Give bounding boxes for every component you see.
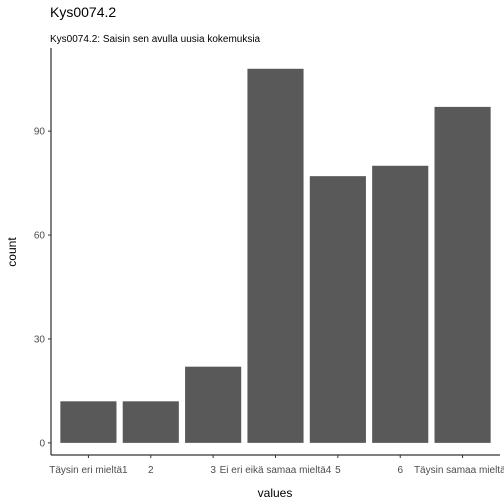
x-tick-label: 6 [397, 465, 403, 476]
x-tick-label: 5 [335, 465, 341, 476]
bar-6 [372, 165, 429, 443]
bar-1 [60, 401, 117, 443]
x-tick-label: 2 [148, 465, 154, 476]
x-tick-label: Täysin samaa mieltä7 [414, 465, 504, 476]
bar-4 [247, 68, 304, 443]
bars-group [60, 68, 491, 443]
y-tick-label: 90 [34, 127, 46, 138]
chart-subtitle: Kys0074.2: Saisin sen avulla uusia kokem… [50, 34, 261, 45]
y-tick-label: 30 [34, 334, 46, 345]
x-tick-label: 3 [210, 465, 216, 476]
bar-5 [309, 176, 366, 443]
bar-7 [434, 106, 491, 443]
bar-2 [122, 401, 179, 443]
x-axis-label: values [258, 486, 293, 500]
y-tick-label: 60 [34, 231, 46, 242]
chart-title: Kys0074.2 [50, 4, 116, 20]
x-ticks-group: Täysin eri mieltä1 2 3 Ei eri eikä samaa mi… [49, 455, 504, 476]
bar-3 [185, 366, 242, 443]
y-ticks-group: 0 30 60 90 [34, 127, 51, 449]
y-tick-label: 0 [39, 438, 45, 449]
x-tick-label: Täysin eri mieltä1 [49, 465, 128, 476]
x-tick-label: Ei eri eikä samaa mieltä4 [220, 465, 332, 476]
y-axis-label: count [5, 237, 19, 267]
